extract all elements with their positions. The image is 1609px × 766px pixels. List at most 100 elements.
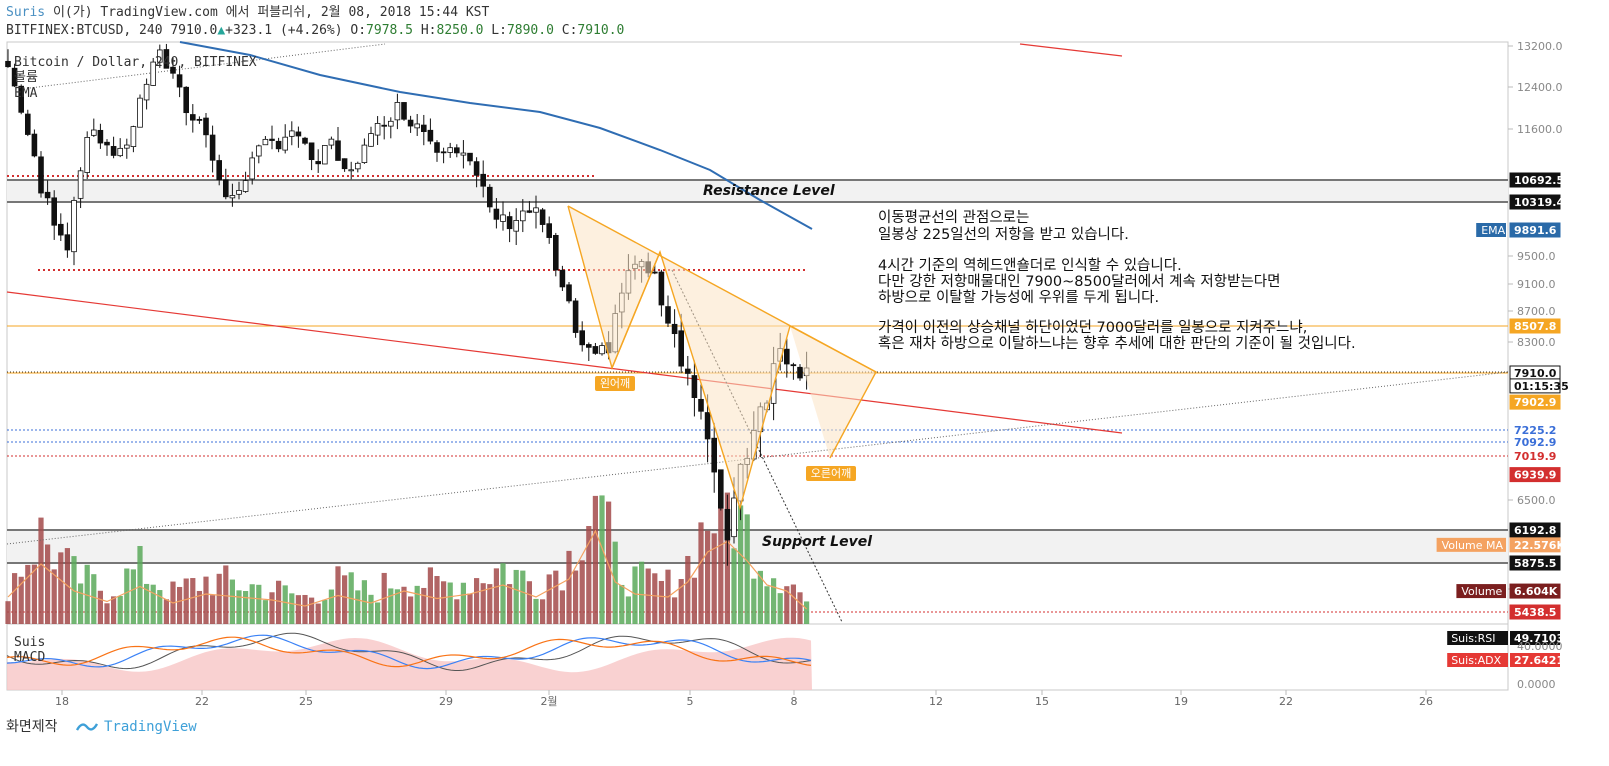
svg-text:왼어깨: 왼어깨 — [600, 376, 630, 390]
lower-badge-tag-label: Suis:ADX — [1451, 654, 1501, 667]
candle-body — [18, 85, 24, 113]
volume-bar — [236, 590, 242, 624]
volume-bar — [520, 570, 526, 624]
candle-body — [341, 158, 348, 170]
candle-body — [678, 330, 684, 367]
candle-body — [203, 117, 209, 136]
volume-bar — [249, 584, 255, 624]
pattern-leg — [611, 251, 661, 369]
candle-body — [724, 508, 731, 541]
volume-bar — [592, 495, 598, 624]
volume-bar — [256, 584, 262, 624]
volume-bar — [130, 569, 136, 624]
price-badge-label: 6939.9 — [1514, 469, 1556, 482]
symbol-label: BITFINEX:BTCUSD, 240 7910.0 — [6, 23, 218, 38]
candle-body — [209, 134, 216, 161]
candle-body — [493, 208, 500, 220]
price-badge-label: 7225.2 — [1514, 424, 1556, 437]
price-tick-label: 8300.0 — [1517, 336, 1556, 349]
zones-layer — [7, 175, 1508, 613]
volume-bar — [328, 589, 334, 624]
volume-bar — [58, 552, 64, 624]
volume-bar — [586, 526, 592, 624]
candle-body — [685, 368, 691, 374]
price-badge — [1509, 467, 1561, 483]
volume-bar — [738, 505, 744, 624]
chart-header: Suris 이(가) TradingView.com 에서 퍼블리쉬, 2월 0… — [6, 4, 489, 22]
price-badge-label: 7910.0 — [1514, 367, 1557, 380]
candle-body — [302, 137, 308, 144]
volume-bar — [751, 578, 757, 624]
candle-body — [242, 180, 249, 192]
volume-bar — [38, 517, 44, 624]
volume-bar — [540, 599, 546, 624]
volume-bar — [414, 585, 420, 624]
volume-bar — [652, 573, 658, 624]
volume-bar — [117, 595, 123, 624]
volume-bar — [51, 569, 57, 624]
volume-bar — [262, 600, 268, 624]
volume-bar — [579, 560, 585, 624]
footer: 화면제작 TradingView — [6, 717, 197, 737]
lower-badge-tag — [1447, 653, 1508, 667]
volume-bar — [797, 592, 803, 624]
price-badge-tag — [1436, 537, 1506, 552]
footer-caption: 화면제작 — [6, 719, 58, 735]
candle-body — [420, 124, 427, 132]
volume-bar — [322, 599, 328, 624]
volume-bar — [718, 474, 724, 624]
tradingview-brand[interactable]: TradingView — [75, 719, 197, 735]
candle-body — [354, 162, 361, 170]
analysis-line-3: 4시간 기준의 역헤드앤숄더로 인식할 수 있습니다. — [878, 257, 1182, 274]
ohlc-high-label: H: — [420, 23, 437, 38]
ohlc-low: 7890.0 — [506, 23, 554, 38]
candle-body — [335, 140, 341, 161]
candle-body — [143, 83, 150, 101]
analysis-line-7: 혹은 재차 하방으로 이탈하느냐는 향후 추세에 대한 판단의 기준이 될 것입… — [878, 334, 1356, 352]
volume-bar — [427, 567, 433, 624]
candle-body — [401, 102, 407, 120]
volume-bar — [625, 596, 631, 624]
volume-bar — [375, 602, 381, 624]
candle-body — [374, 123, 381, 136]
volume-bar — [599, 495, 605, 624]
candle-body — [176, 74, 183, 88]
volume-bar — [394, 589, 400, 624]
price-badge — [1509, 172, 1561, 188]
volume-bar — [493, 568, 499, 624]
volume-bar — [12, 573, 18, 624]
brand-text: TradingView — [103, 719, 197, 735]
volume-bar — [691, 577, 697, 624]
time-axis[interactable]: 18 22 25 29 2월 5 8 12 15 19 22 26 — [55, 690, 1433, 708]
candle-body — [387, 120, 394, 127]
time-tick-label: 22 — [1279, 695, 1293, 708]
analysis-text: 이동평균선의 관점으로는 일봉상 225일선의 저항을 받고 있습니다. 4시간… — [878, 209, 1356, 352]
red-trend-line — [6, 291, 1123, 434]
candles-layer — [5, 43, 810, 566]
time-tick-label: 18 — [55, 695, 69, 708]
candle-body — [229, 195, 236, 199]
author-name[interactable]: Suris — [6, 5, 46, 20]
volume-bar — [546, 574, 552, 624]
volume-bar — [487, 584, 493, 624]
lower-badge-label: 49.7103 — [1514, 632, 1564, 645]
symbol-info-line: BITFINEX:BTCUSD, 240 7910.0▲+323.1 (+4.2… — [6, 22, 624, 40]
lower-badge-tag-label: Suis:RSI — [1451, 632, 1495, 645]
time-tick-label: 29 — [439, 695, 453, 708]
price-axis[interactable]: 13200.0 12400.0 11600.0 9500.0 9100.0 8700.0 8… — [1436, 40, 1569, 691]
volume-bar — [526, 581, 532, 624]
volume-bar — [289, 593, 295, 624]
volume-bar — [566, 550, 572, 624]
volume-bar — [104, 603, 110, 624]
time-tick-label: 15 — [1035, 695, 1049, 708]
lower-tick-label: 0.0000 — [1517, 678, 1556, 691]
candle-body — [216, 160, 223, 181]
time-tick-label: 12 — [929, 695, 943, 708]
volume-bar — [685, 555, 691, 624]
volume-bar — [388, 588, 394, 624]
volume-bar — [632, 566, 638, 624]
ohlc-low-label: L: — [491, 23, 507, 38]
candle-body — [84, 137, 91, 173]
price-badge — [1509, 378, 1561, 394]
